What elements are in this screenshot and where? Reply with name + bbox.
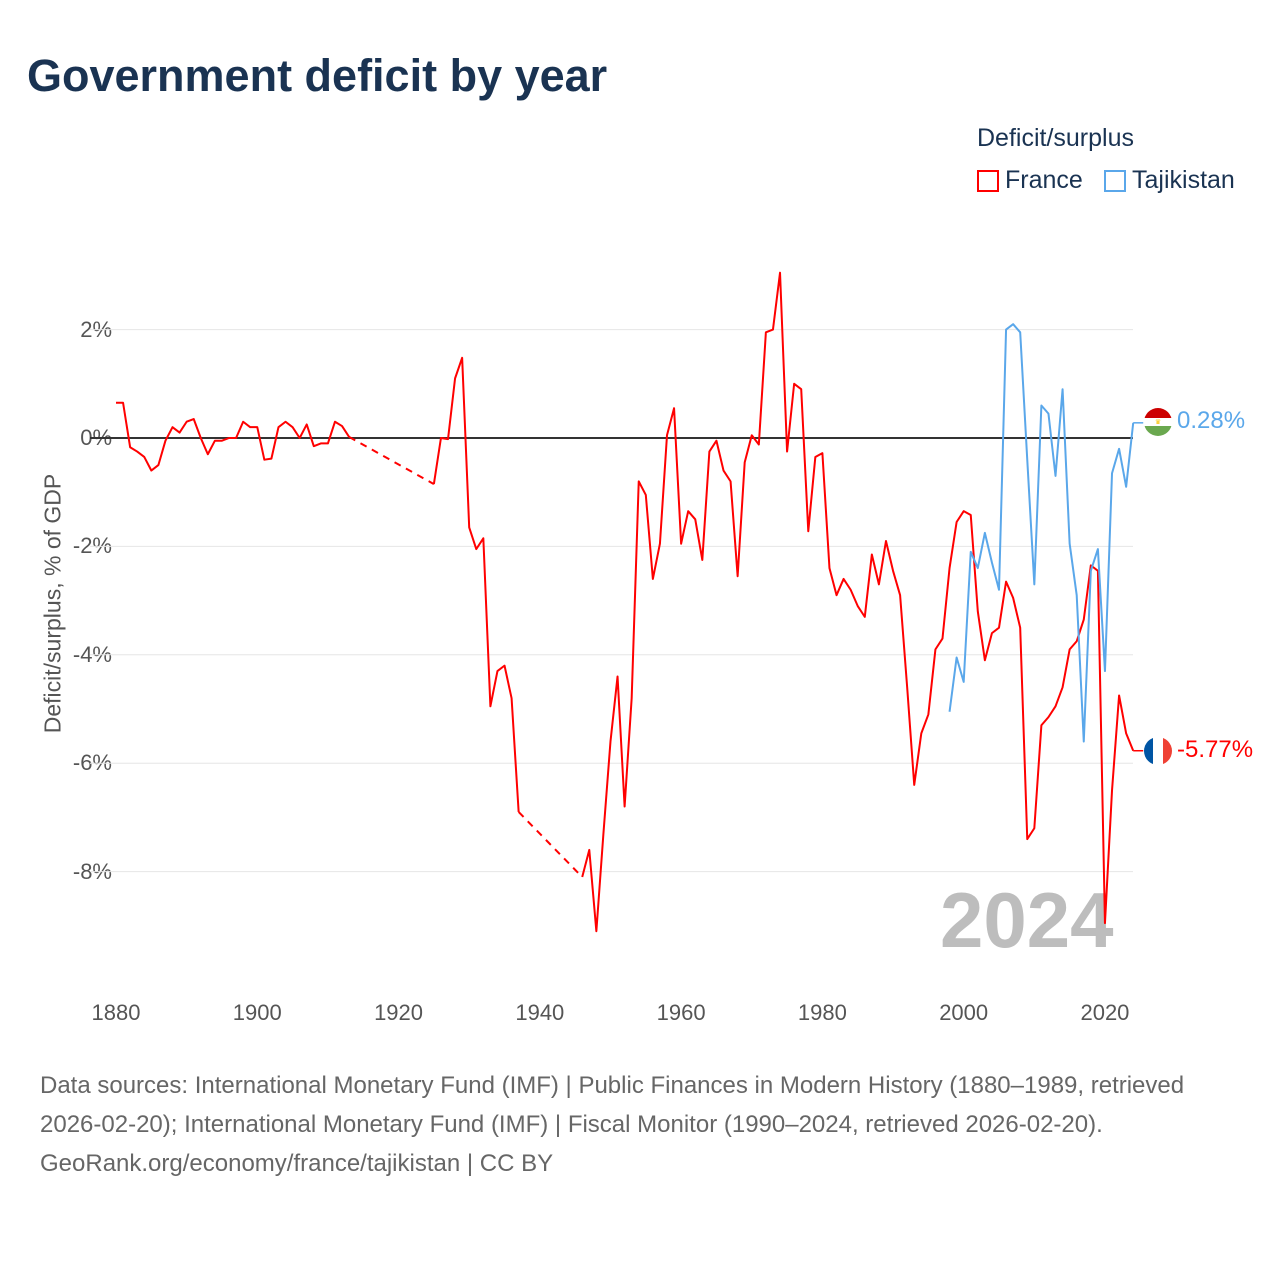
y-tick-label: 2% — [80, 316, 112, 342]
y-tick-label: -8% — [72, 858, 112, 884]
legend-swatch-tajikistan — [1104, 169, 1126, 192]
series-line-france — [432, 356, 520, 813]
current-year-watermark: 2024 — [940, 876, 1114, 964]
x-tick-label: 1940 — [515, 1000, 565, 1025]
chart-title: Government deficit by year — [27, 50, 608, 101]
legend-item-tajikistan[interactable]: Tajikistan — [1104, 166, 1235, 195]
legend-label-tajikistan: Tajikistan — [1132, 166, 1235, 194]
legend-title: Deficit/surplus — [977, 124, 1134, 152]
y-tick-label: -6% — [72, 750, 112, 776]
data-sources: Data sources: International Monetary Fun… — [40, 1072, 1185, 1138]
x-tick-label: 1960 — [656, 1000, 706, 1025]
series-line-france — [581, 271, 1135, 933]
legend-label-france: France — [1005, 166, 1083, 194]
x-tick-label: 1880 — [91, 1000, 141, 1025]
x-tick-label: 2020 — [1080, 1000, 1130, 1025]
series-gap-france — [348, 436, 435, 485]
y-tick-label: -4% — [72, 641, 112, 667]
legend-swatch-france — [977, 169, 999, 192]
legend-item-france[interactable]: France — [977, 166, 1083, 195]
footer: Data sources: International Monetary Fun… — [40, 1066, 1240, 1183]
tajikistan-end-label: 0.28% — [1177, 407, 1246, 434]
france-flag-icon — [1144, 737, 1172, 765]
x-tick-label: 1980 — [797, 1000, 847, 1025]
y-tick-label: -2% — [72, 533, 112, 559]
x-tick-label: 2000 — [939, 1000, 989, 1025]
series-gap-france — [517, 811, 583, 878]
tajikistan-flag-icon: ♛ — [1144, 408, 1172, 436]
series-line-france — [116, 401, 350, 472]
credit-link[interactable]: GeoRank.org/economy/france/tajikistan | … — [40, 1150, 554, 1177]
series-line-tajikistan — [948, 323, 1135, 743]
x-tick-label: 1900 — [232, 1000, 282, 1025]
france-end-label: -5.77% — [1177, 736, 1254, 763]
x-tick-label: 1920 — [374, 1000, 424, 1025]
